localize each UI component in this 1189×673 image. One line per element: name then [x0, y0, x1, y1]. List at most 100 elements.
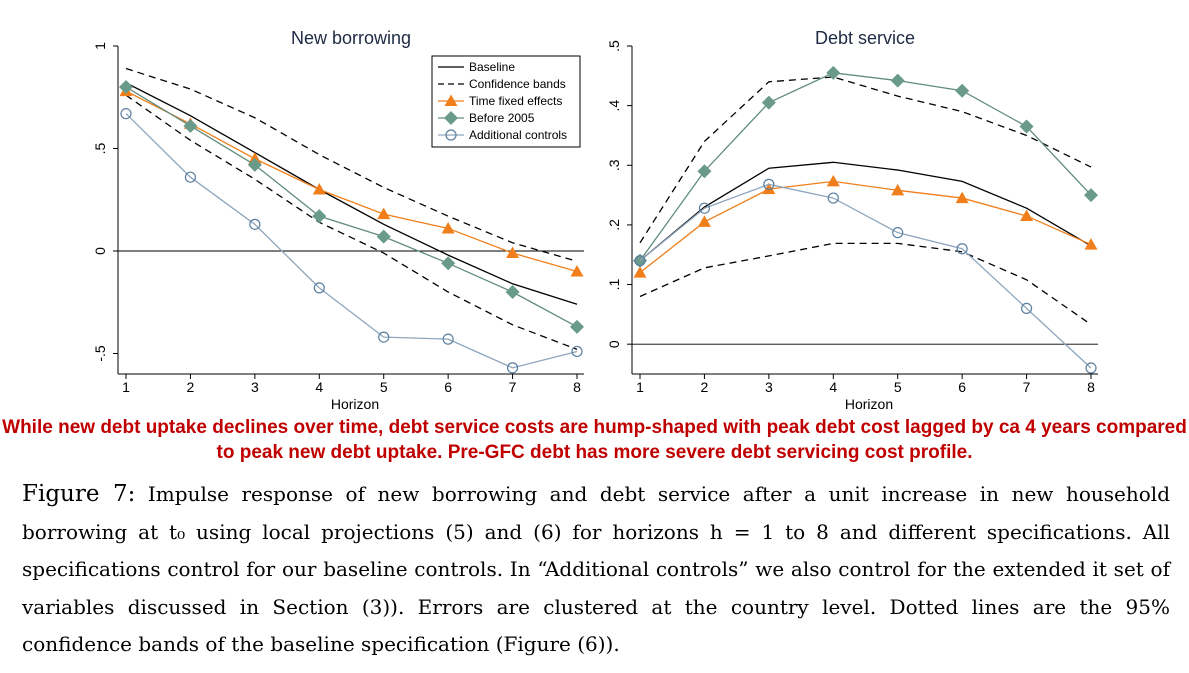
series-line-baseline — [639, 161, 1092, 262]
y-tick-label: .3 — [606, 159, 622, 171]
y-tick-label: .5 — [92, 142, 108, 154]
data-point-pre — [761, 95, 776, 110]
series-line-upper — [639, 76, 1092, 244]
chart-title: Debt service — [815, 28, 915, 48]
data-point-tfe — [441, 221, 455, 234]
legend-label: Time fixed effects — [469, 94, 562, 108]
series-line-lower — [125, 94, 578, 351]
chart-1: Debt service 0 .1 .2 .3 .4 .5 1 2 3 4 5 6 7 8 Horizon — [606, 28, 1098, 412]
data-point-pre — [505, 285, 520, 299]
data-point-tfe — [312, 183, 326, 195]
legend-marker-add — [445, 129, 457, 141]
y-tick-label: -.5 — [92, 345, 108, 362]
legend: Baseline Confidence bands Time fixed effec… — [431, 55, 581, 148]
data-point-add — [956, 243, 968, 255]
data-point-tfe — [570, 265, 584, 277]
data-point-add — [571, 345, 583, 358]
x-tick-label: 5 — [380, 379, 388, 395]
data-point-add — [378, 331, 390, 343]
figure-caption: Figure 7: Impulse response of new borrow… — [22, 476, 1170, 664]
legend-marker-pre — [444, 111, 458, 125]
data-point-add — [763, 178, 775, 190]
data-point-add — [120, 108, 132, 120]
data-point-add — [184, 171, 197, 183]
data-point-tfe — [697, 215, 711, 227]
data-point-add — [634, 255, 646, 267]
series-line-tfe — [125, 90, 578, 273]
y-tick-label: .5 — [606, 40, 622, 52]
data-point-add — [249, 218, 261, 230]
x-tick-label: 1 — [122, 379, 130, 395]
data-point-pre — [247, 157, 262, 172]
chart-title: New borrowing — [291, 28, 411, 48]
data-point-add — [442, 333, 454, 345]
data-point-pre — [312, 209, 327, 224]
x-tick-label: 8 — [573, 379, 581, 395]
caption-text: Impulse response of new borrowing and de… — [22, 482, 1170, 656]
data-point-tfe — [506, 246, 520, 259]
legend-label: Confidence bands — [469, 77, 566, 91]
data-point-tfe — [826, 174, 840, 187]
y-tick-label: .1 — [606, 278, 622, 290]
legend-label: Baseline — [469, 60, 515, 74]
y-tick-label: 0 — [606, 340, 622, 348]
y-tick-label: 0 — [92, 247, 108, 255]
x-tick-label: 6 — [444, 379, 452, 395]
x-tick-label: 2 — [187, 379, 195, 395]
series-line-upper — [125, 67, 578, 262]
legend-label: Before 2005 — [469, 111, 535, 125]
x-tick-label: 6 — [958, 379, 966, 395]
series-line-add — [125, 113, 578, 369]
caption-label: Figure 7: — [22, 481, 136, 507]
data-point-tfe — [1020, 209, 1034, 221]
series-line-pre — [125, 86, 578, 328]
legend-label: Additional controls — [469, 128, 567, 142]
series-line-baseline — [125, 82, 578, 305]
data-point-pre — [697, 164, 712, 179]
series-line-lower — [639, 242, 1092, 326]
x-tick-label: 8 — [1087, 379, 1095, 395]
y-tick-label: .2 — [606, 219, 622, 231]
y-tick-label: .4 — [606, 100, 622, 112]
data-point-tfe — [1084, 238, 1098, 250]
data-point-pre — [183, 118, 198, 133]
x-tick-label: 3 — [765, 379, 773, 395]
x-tick-label: 4 — [315, 379, 323, 395]
series-line-tfe — [639, 180, 1092, 274]
y-tick-label: 1 — [92, 42, 108, 50]
x-tick-label: 7 — [509, 379, 517, 395]
x-tick-label: 2 — [701, 379, 709, 395]
highlight-text: While new debt uptake declines over time… — [2, 417, 1187, 463]
x-tick-label: 1 — [636, 379, 644, 395]
data-point-add — [827, 192, 839, 204]
x-axis-label: Horizon — [331, 396, 379, 412]
data-point-add — [1020, 302, 1033, 314]
x-tick-label: 5 — [894, 379, 902, 395]
legend-marker-tfe — [444, 94, 458, 106]
data-point-pre — [119, 80, 133, 94]
data-point-pre — [890, 73, 905, 88]
x-tick-label: 7 — [1023, 379, 1031, 395]
x-tick-label: 3 — [251, 379, 259, 395]
data-point-pre — [1019, 119, 1034, 134]
data-point-tfe — [891, 183, 905, 196]
data-point-add — [892, 227, 904, 239]
figure-charts: New borrowing -.5 0 .5 1 1 2 3 4 5 6 7 8 Horizon Basel… — [92, 28, 1098, 412]
data-point-tfe — [955, 191, 969, 204]
data-point-add — [698, 202, 711, 214]
data-point-pre — [826, 65, 841, 80]
data-point-tfe — [377, 207, 391, 220]
data-point-tfe — [762, 182, 776, 195]
x-axis-label: Horizon — [845, 396, 893, 412]
data-point-pre — [1084, 188, 1098, 203]
series-line-add — [639, 183, 1092, 369]
data-point-add — [313, 282, 325, 294]
data-point-tfe — [633, 266, 647, 278]
chart-0: New borrowing -.5 0 .5 1 1 2 3 4 5 6 7 8 Horizon Basel… — [92, 28, 584, 412]
data-point-pre — [955, 83, 970, 98]
data-point-add — [1085, 362, 1097, 374]
data-point-add — [506, 362, 519, 374]
data-point-pre — [570, 319, 584, 334]
x-tick-label: 4 — [829, 379, 837, 395]
data-point-pre — [441, 256, 456, 271]
